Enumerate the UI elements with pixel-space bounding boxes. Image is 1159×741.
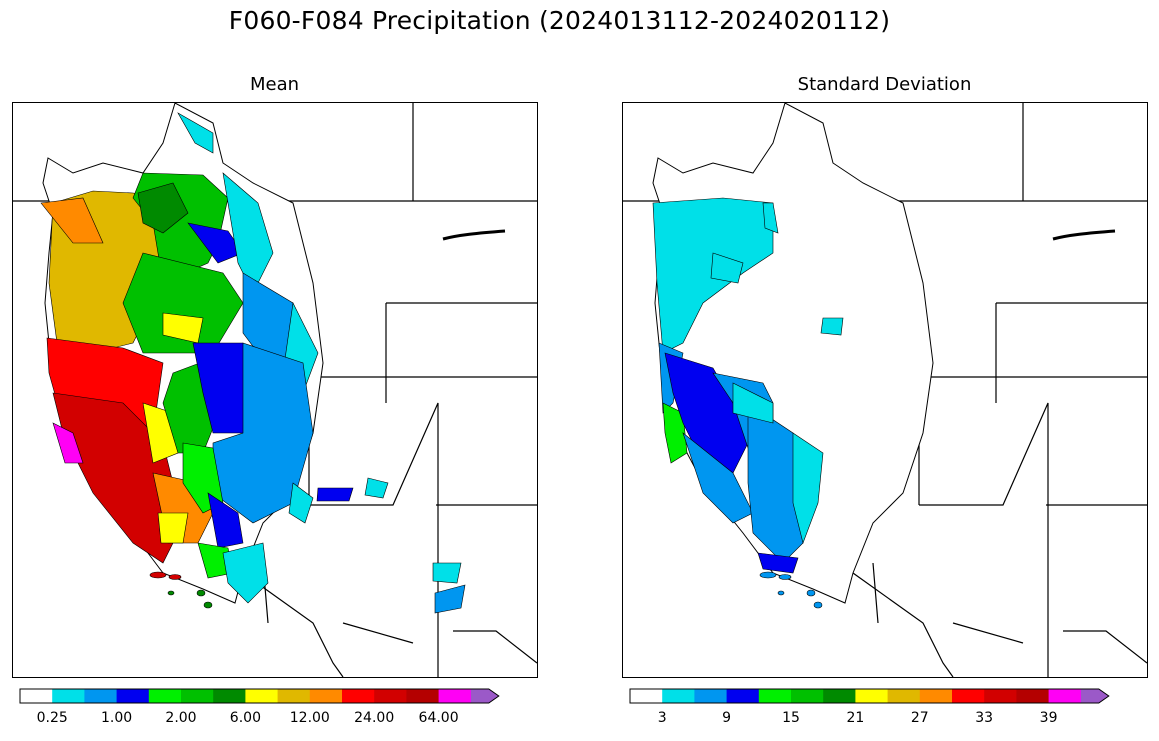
colorbar-tick-label: 24.00: [354, 710, 395, 726]
stddev-panel-title: Standard Deviation: [797, 74, 972, 95]
colorbar-segment: [181, 689, 214, 703]
colorbar-segment: [470, 689, 499, 703]
colorbar-segment: [52, 689, 85, 703]
colorbar-outline: [629, 688, 1110, 704]
colorbar-segment: [887, 689, 921, 703]
colorbar-segment: [1048, 689, 1082, 703]
colorbar-segment: [791, 689, 824, 703]
colorbar-segment: [694, 689, 728, 703]
mean-panel-title: Mean: [249, 74, 300, 95]
colorbar-tick-label: 3: [657, 710, 667, 726]
colorbar-tick-label: 12.00: [289, 710, 330, 726]
colorbar-segment: [758, 689, 792, 703]
colorbar-segment: [855, 689, 889, 703]
colorbar-segment: [1016, 689, 1050, 703]
colorbar-tick-label: 39: [1039, 710, 1058, 726]
colorbar-segment: [919, 689, 953, 703]
colorbar-segment: [630, 689, 663, 703]
colorbar-segment: [823, 689, 856, 703]
colorbar-tick-label: 33: [975, 710, 994, 726]
colorbar-segment: [438, 689, 472, 703]
colorbar-tick-label: 0.25: [36, 710, 68, 726]
mean-map: [12, 102, 538, 678]
colorbar-segment: [213, 689, 246, 703]
colorbar-segment: [984, 689, 1017, 703]
colorbar-tick-label: 21: [846, 710, 865, 726]
colorbar-segment: [1080, 689, 1109, 703]
colorbar-tick-label: 9: [722, 710, 732, 726]
colorbar-tick-label: 2.00: [165, 710, 197, 726]
mean-colorbar: [19, 688, 530, 704]
colorbar-segment: [84, 689, 118, 703]
colorbar-tick-label: 15: [782, 710, 800, 726]
stddev-map: [622, 102, 1148, 678]
colorbar-segment: [20, 689, 53, 703]
colorbar-segment: [374, 689, 407, 703]
colorbar-segment: [116, 689, 150, 703]
colorbar-segment: [277, 689, 311, 703]
colorbar-segment: [245, 689, 279, 703]
colorbar-segment: [148, 689, 182, 703]
colorbar-segment: [309, 689, 343, 703]
colorbar-outline: [19, 688, 500, 704]
figure-title: F060-F084 Precipitation (2024013112-2024…: [228, 6, 891, 35]
stddev-colorbar: [629, 688, 1140, 704]
colorbar-segment: [726, 689, 760, 703]
colorbar-tick-label: 27: [910, 710, 929, 726]
colorbar-segment: [952, 689, 985, 703]
colorbar-segment: [406, 689, 440, 703]
colorbar-segment: [342, 689, 375, 703]
colorbar-tick-label: 6.00: [229, 710, 261, 726]
colorbar-tick-label: 64.00: [418, 710, 459, 726]
colorbar-segment: [662, 689, 695, 703]
colorbar-tick-label: 1.00: [101, 710, 133, 726]
